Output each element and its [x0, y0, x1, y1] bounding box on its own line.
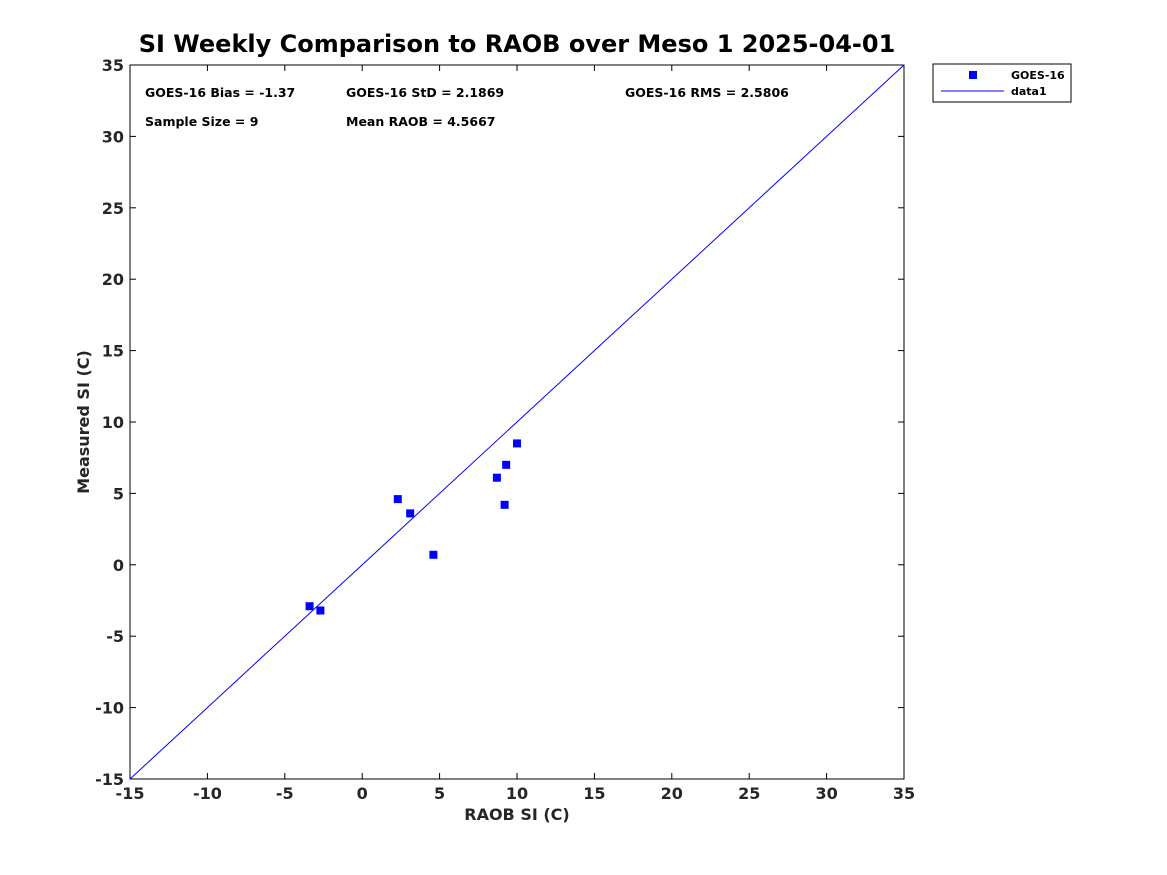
- mean-raob-annotation: Mean RAOB = 4.5667: [346, 114, 495, 129]
- goes16-point: [305, 602, 314, 611]
- goes16-points: [305, 439, 521, 615]
- legend-marker-goes16: [969, 71, 977, 79]
- goes16-point: [513, 439, 521, 448]
- legend: GOES-16 data1: [932, 63, 1072, 103]
- x-tick-label: -10: [193, 784, 222, 803]
- std-annotation: GOES-16 StD = 2.1869: [346, 85, 504, 100]
- x-tick-label: 10: [506, 784, 528, 803]
- goes16-point: [429, 550, 438, 559]
- goes16-point: [393, 495, 402, 504]
- data1-line: [129, 64, 905, 780]
- x-axis-ticks: -15 -10 -5 0 5 10 15 20 25 30 35: [116, 65, 915, 803]
- plot-area: -15 -10 -5 0 5 10 15 20 25 30 35 -15 -10 -5 0 5 10 15 20 2…: [95, 56, 915, 803]
- y-tick-label: -15: [95, 770, 124, 789]
- chart-title: SI Weekly Comparison to RAOB over Meso 1…: [139, 30, 896, 58]
- rms-annotation: GOES-16 RMS = 2.5806: [625, 85, 789, 100]
- x-tick-label: 20: [661, 784, 683, 803]
- y-tick-label: -5: [106, 627, 124, 646]
- y-tick-label: 25: [102, 199, 124, 218]
- y-axis-label: Measured SI (C): [74, 350, 93, 494]
- bias-annotation: GOES-16 Bias = -1.37: [145, 85, 295, 100]
- y-tick-label: 15: [102, 342, 124, 361]
- x-tick-label: 30: [815, 784, 837, 803]
- y-tick-label: 5: [113, 484, 124, 503]
- y-tick-label: -10: [95, 699, 124, 718]
- legend-label-goes16: GOES-16: [1011, 69, 1065, 82]
- sample-size-annotation: Sample Size = 9: [145, 114, 258, 129]
- x-tick-label: 35: [893, 784, 915, 803]
- goes16-point: [492, 473, 501, 482]
- legend-box: [932, 63, 1072, 103]
- x-tick-label: 0: [357, 784, 368, 803]
- x-tick-label: 15: [583, 784, 605, 803]
- x-axis-label: RAOB SI (C): [464, 805, 569, 824]
- goes16-point: [500, 500, 509, 509]
- y-tick-label: 35: [102, 56, 124, 75]
- legend-label-data1: data1: [1011, 85, 1047, 98]
- y-tick-label: 10: [102, 413, 124, 432]
- y-axis-ticks: -15 -10 -5 0 5 10 15 20 25 30 35: [95, 56, 904, 789]
- goes16-point: [502, 460, 511, 469]
- goes16-point: [316, 606, 325, 615]
- y-tick-label: 0: [113, 556, 124, 575]
- goes16-point: [406, 509, 415, 518]
- x-tick-label: -5: [276, 784, 294, 803]
- x-tick-label: 25: [738, 784, 760, 803]
- x-tick-label: 5: [434, 784, 445, 803]
- y-tick-label: 30: [102, 127, 124, 146]
- y-tick-label: 20: [102, 270, 124, 289]
- x-tick-label: -15: [116, 784, 145, 803]
